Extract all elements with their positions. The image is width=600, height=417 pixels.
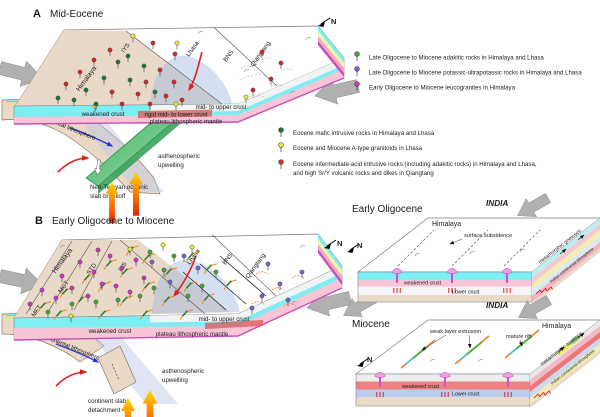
himalaya-slope (14, 240, 230, 318)
slab-breakoff-label: Neo-Tethyan oceanic (90, 184, 148, 191)
surface-subsidence-label: surface subsidence (464, 233, 512, 239)
subsidence-fault-dashes (397, 229, 541, 267)
inset-side-face (530, 320, 600, 408)
inset-front-face (355, 373, 531, 407)
plateau-mantle-label: plateau lithospheric mantle (156, 331, 229, 338)
panel-a-title: Mid-Eocene (50, 9, 104, 20)
pointer-line (421, 334, 447, 351)
inset-top-title: Early Oligocene (352, 204, 423, 215)
legend-item-label: Late Oligocene to Miocene adakitic rocks… (369, 55, 544, 62)
weak-zone-blob (152, 259, 240, 314)
panel-a-letter: A (33, 8, 41, 20)
weakened-crust-label: weakened crust (88, 328, 132, 335)
lower-crust-label: Lower crust (452, 290, 480, 296)
legend: Late Oligocene to Miocene adakitic rocks… (278, 51, 582, 177)
compass-north-label: N (337, 239, 342, 248)
breakoff-arrow-icon (57, 155, 90, 173)
legend-item-label2: and high Sr/Y volcanic rocks and dikes i… (293, 170, 434, 177)
underthrust-arrow-icon (55, 343, 100, 363)
front-face-upper-crust (150, 58, 344, 113)
weak-layer-label: weak layer extrusion (429, 329, 481, 335)
pointer-line (519, 339, 523, 347)
sinking-dash-icon (111, 363, 120, 381)
weakened-crust-label: weakened crust (404, 280, 442, 286)
contour-dashes (239, 74, 275, 98)
weak-lower-crust-wedge (90, 324, 178, 404)
rigid-crust-label: rigid mid- to lower crust (145, 112, 208, 119)
side-face-layers (318, 26, 344, 77)
pointer-line (467, 334, 472, 349)
india-label: INDIA (486, 301, 508, 310)
rift-lines (182, 255, 267, 311)
weakened-crust-label: weakened crust (402, 384, 440, 390)
inset-bottom-title: Miocene (352, 319, 390, 330)
legend-item-label: Late Oligocene to Miocene potassic-ultra… (369, 70, 582, 77)
region-iys: IYS (120, 42, 132, 54)
slab-detach-label: detachment (88, 407, 121, 414)
detachment-arrow-icon (55, 369, 88, 387)
rigid-crust-bar (138, 109, 212, 118)
mature-rift-label: mature rift (506, 334, 532, 340)
mid-upper-crust-label: mid- to upper crust (196, 104, 247, 111)
side-face-layers (318, 234, 342, 285)
plateau-mantle-label: plateau lithospheric mantle (150, 119, 223, 126)
rigid-crust-bar (205, 320, 263, 329)
front-face-upper-crust (150, 266, 342, 323)
legend-item-label: Eocene mafic intrusive rocks in Himalaya… (293, 130, 435, 137)
panel-b-title: Early Oligocene to Miocene (52, 216, 175, 227)
panel-b-diagram: B Early Oligocene to Miocene Indian cont… (0, 215, 354, 417)
bns-fault-line (213, 27, 278, 87)
asthenospheric-label: asthenospheric (158, 153, 200, 160)
india-label: INDIA (486, 199, 508, 208)
asthenospheric-label: asthenospheric (162, 368, 204, 375)
lower-crust-label: Lower crust (452, 392, 480, 398)
compass-north-label: N (357, 241, 362, 250)
panel-b-letter: B (35, 215, 43, 227)
mantle-base-line (13, 77, 345, 125)
inset-side-face (532, 218, 600, 306)
underthrust-arrow-icon (69, 127, 114, 147)
inset-himalaya-label: Himalaya (542, 323, 571, 330)
weakened-crust-label: weakened crust (81, 111, 125, 118)
slab-breakoff-label: slab breakoff (90, 193, 126, 200)
compass-north-label: N (367, 355, 372, 364)
mid-upper-crust-label: mid- to upper crust (199, 316, 250, 323)
extension-arrow-icon (173, 255, 197, 298)
upwelling-label: upwelling (158, 162, 184, 169)
inset-front-face (357, 271, 533, 303)
slab-detach-label: continent slab (88, 398, 127, 405)
inset-himalaya-label: Himalaya (432, 221, 461, 228)
rollback-arrow-icon (188, 51, 203, 92)
iys-fault-line (125, 30, 223, 105)
legend-item-label: Eocene intermediate-acid intrusive rocks… (293, 161, 537, 168)
mantle-base-line (13, 287, 343, 341)
detached-slab-block (97, 345, 137, 395)
compass-north-label: N (331, 17, 336, 26)
legend-item-label: Eocene and Miocene A-type granitoids in … (293, 145, 423, 152)
pointer-line (449, 238, 463, 245)
front-face-mantle (14, 69, 344, 124)
upwelling-label: upwelling (162, 377, 188, 384)
legend-item-label: Early Oligocene to Miocene leucogranites… (369, 85, 516, 92)
